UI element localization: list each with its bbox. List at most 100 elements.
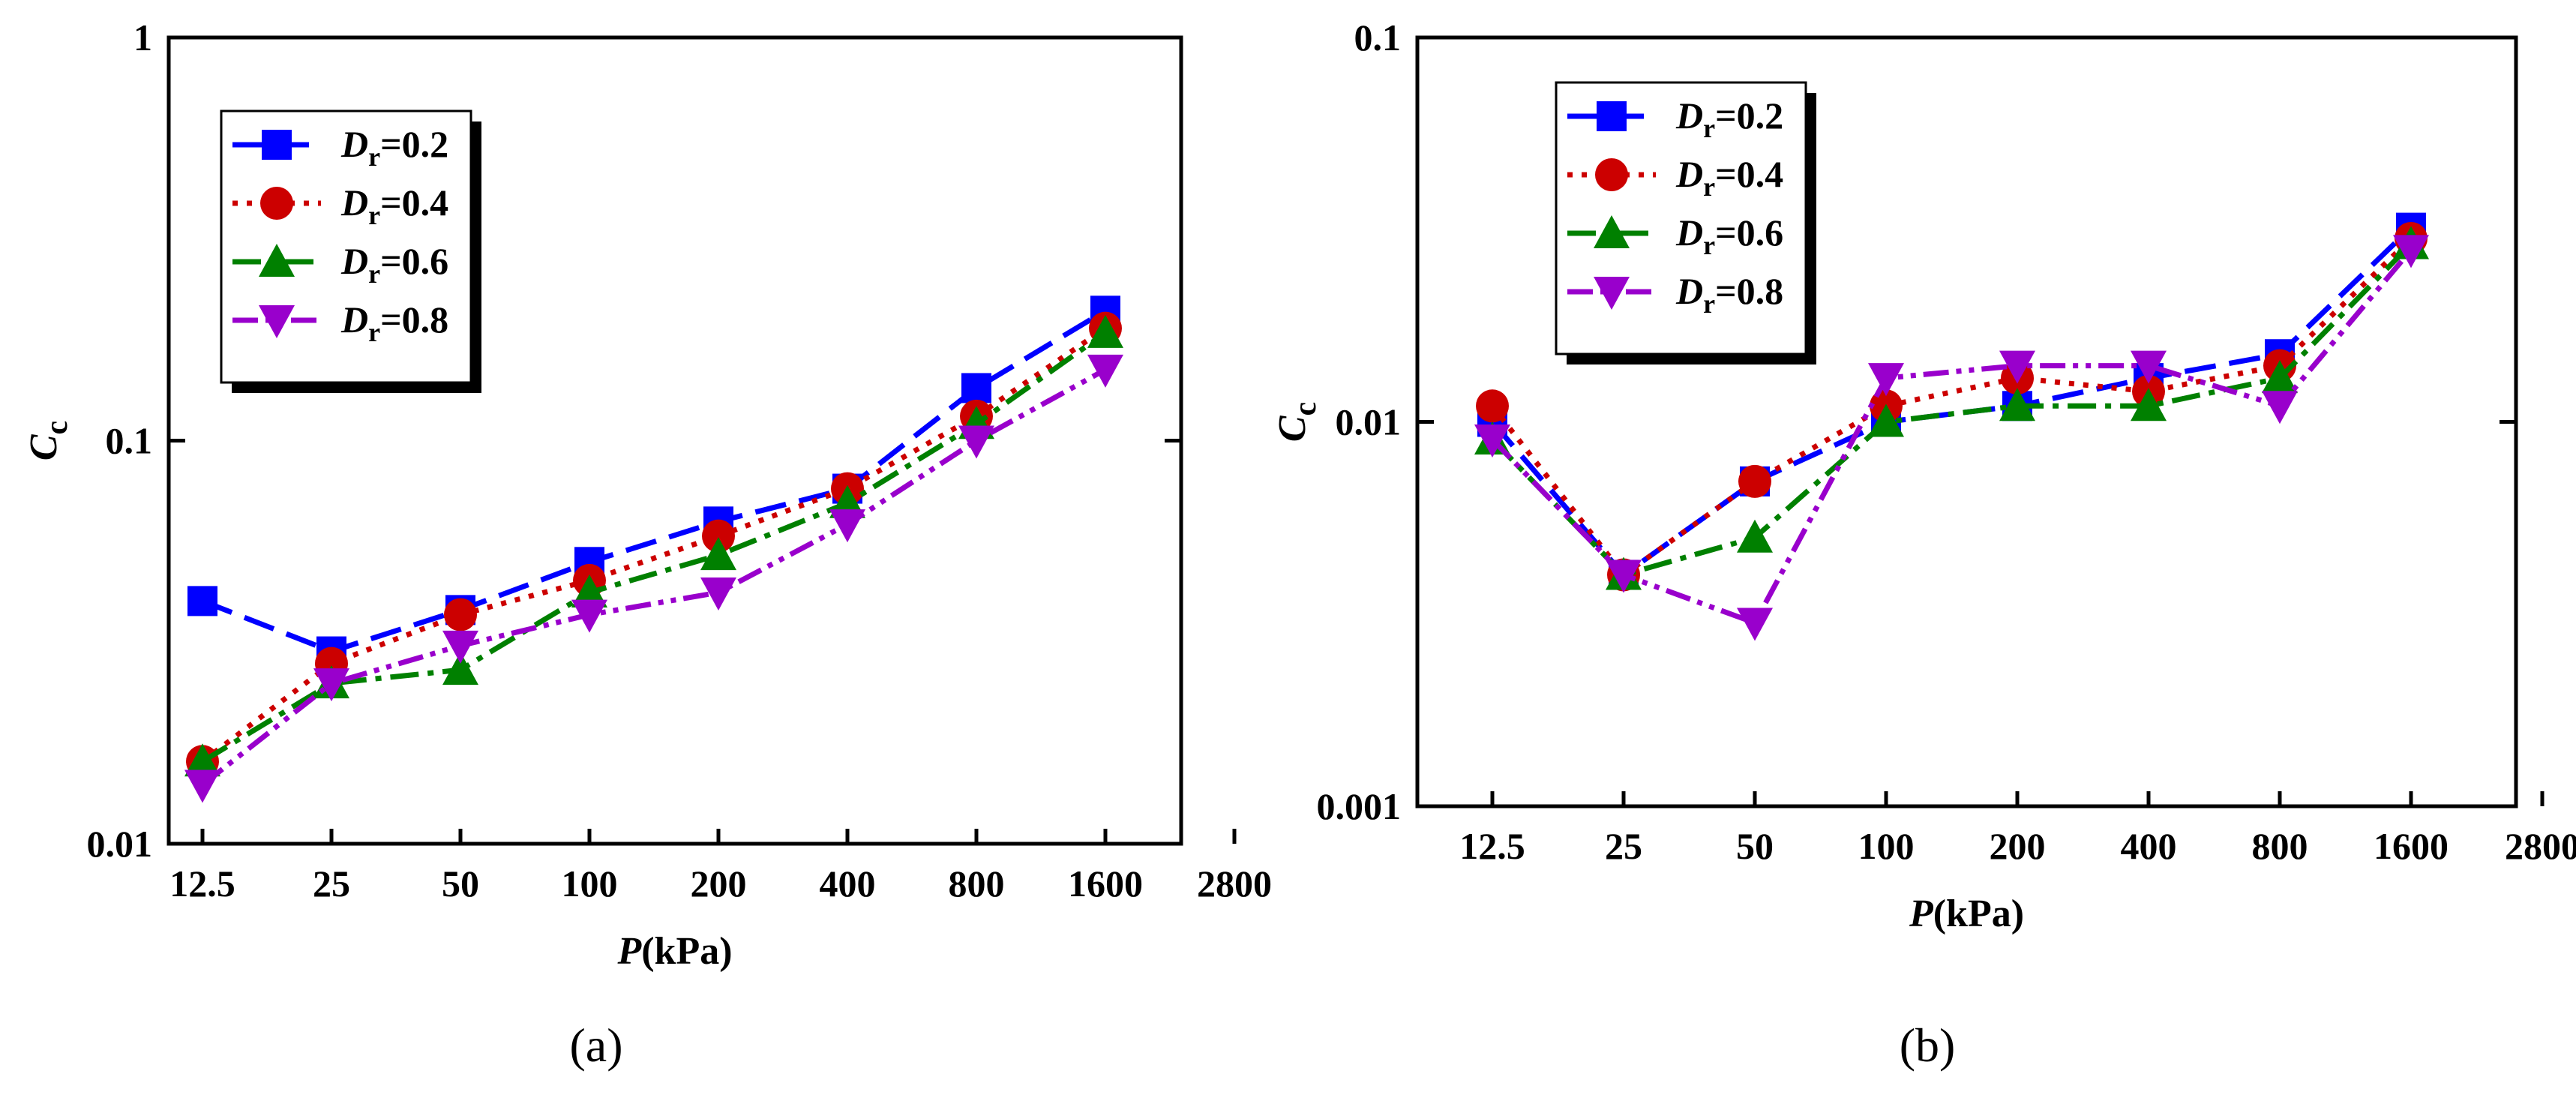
series-line xyxy=(201,308,1107,655)
legend-marker xyxy=(260,187,293,220)
x-tick-label: 50 xyxy=(442,862,479,904)
data-point xyxy=(1868,404,1904,437)
data-point xyxy=(1999,388,2035,422)
series-line xyxy=(200,367,1107,788)
series-line xyxy=(201,331,1108,764)
series-line xyxy=(1490,226,2413,579)
legend-label-value: =0.6 xyxy=(1715,212,1783,254)
legend-label-sub: r xyxy=(1703,172,1715,202)
y-axis-label-main: C xyxy=(1271,415,1314,442)
legend-label: Dr=0.4 xyxy=(1675,153,1783,202)
data-point xyxy=(2131,350,2167,384)
legend-label: Dr=0.4 xyxy=(340,182,448,230)
data-point xyxy=(1606,560,1642,593)
legend-marker xyxy=(1594,277,1630,310)
data-point xyxy=(2262,391,2298,424)
y-axis-label-main: C xyxy=(22,434,65,460)
data-point xyxy=(700,578,736,611)
x-tick-label: 200 xyxy=(1990,825,2046,867)
y-tick-label: 0.1 xyxy=(106,420,153,462)
legend-marker xyxy=(262,130,292,160)
legend-label-value: =0.4 xyxy=(380,182,448,224)
data-point xyxy=(1737,608,1773,641)
y-tick-label: 0.01 xyxy=(1336,401,1402,443)
legend-label-sub: r xyxy=(368,142,380,172)
x-tick-label: 400 xyxy=(820,862,876,904)
legend-marker xyxy=(1597,101,1627,131)
legend-marker xyxy=(1594,215,1630,248)
x-tick-label: 100 xyxy=(1858,825,1915,867)
chart-panel-a: 0.01 0.1 1 12.5 25 50 100 200 400 800 1600 2800 P(kP… xyxy=(22,16,1272,1072)
legend-label-main: D xyxy=(1675,153,1703,195)
legend-label-value: =0.2 xyxy=(1715,94,1783,136)
y-axis-label: Cc xyxy=(1271,402,1323,442)
data-point xyxy=(1087,354,1123,388)
panel-caption: (a) xyxy=(569,1018,622,1072)
legend-label-sub: r xyxy=(1703,113,1715,143)
legend-label-main: D xyxy=(1675,94,1703,136)
legend-label-value: =0.2 xyxy=(380,123,448,165)
x-axis-label-unit: (kPa) xyxy=(641,930,732,973)
x-tick-label: 25 xyxy=(313,862,350,904)
data-point xyxy=(1476,389,1509,423)
panel-caption: (b) xyxy=(1900,1018,1956,1072)
legend-label-main: D xyxy=(340,240,368,282)
legend-label-main: D xyxy=(340,182,368,224)
legend-label-value: =0.4 xyxy=(1715,153,1783,195)
x-tick-label: 1600 xyxy=(1068,862,1143,904)
y-axis-label-sub: c xyxy=(1288,402,1323,416)
legend-label-sub: r xyxy=(368,317,380,347)
x-tick-label: 50 xyxy=(1736,825,1774,867)
data-point xyxy=(184,770,220,803)
x-tick-label: 200 xyxy=(691,862,747,904)
x-axis-label: P(kPa) xyxy=(1909,892,2024,935)
legend-label-main: D xyxy=(340,298,368,340)
data-point xyxy=(442,652,478,686)
legend-label-main: D xyxy=(1675,212,1703,254)
data-point xyxy=(700,537,736,571)
legend-label-value: =0.8 xyxy=(1715,270,1783,312)
legend-label-sub: r xyxy=(1703,289,1715,319)
legend-marker xyxy=(1595,158,1628,191)
data-point xyxy=(1474,424,1510,458)
data-point xyxy=(2393,235,2429,268)
data-point xyxy=(313,668,349,702)
data-point xyxy=(444,598,477,632)
series-dr-0-6 xyxy=(184,314,1123,777)
series-dr-0-8 xyxy=(184,354,1123,803)
series-dr-0-8 xyxy=(1474,235,2429,641)
x-axis-label-var: P xyxy=(1909,892,1934,935)
x-axis-label: P(kPa) xyxy=(616,930,732,973)
legend-label: Dr=0.8 xyxy=(340,298,448,347)
data-point xyxy=(1999,350,2035,384)
y-axis-label-sub: c xyxy=(40,421,74,435)
x-tick-label: 12.5 xyxy=(1459,825,1525,867)
legend-label: Dr=0.2 xyxy=(340,123,448,172)
y-axis-label: Cc xyxy=(22,421,74,460)
legend-label-sub: r xyxy=(368,200,380,230)
x-axis-label-var: P xyxy=(616,930,642,973)
x-tick-label: 1600 xyxy=(2374,825,2449,867)
data-point xyxy=(442,630,478,664)
chart-panel-b: 0.001 0.01 0.1 12.5 25 50 100 200 400 800 1600 2800… xyxy=(1271,16,2576,1072)
x-tick-label: 100 xyxy=(562,862,618,904)
legend-label: Dr=0.6 xyxy=(340,240,448,289)
legend-label-value: =0.6 xyxy=(380,240,448,282)
series-line xyxy=(1490,248,2413,626)
data-point xyxy=(2131,388,2167,422)
data-point xyxy=(702,519,735,553)
legend-label-sub: r xyxy=(368,259,380,289)
data-point xyxy=(187,586,217,616)
x-tick-label: 800 xyxy=(949,862,1005,904)
x-tick-label: 2800 xyxy=(2505,825,2576,867)
series-line xyxy=(200,326,1107,764)
y-tick-label: 0.001 xyxy=(1317,785,1402,827)
data-point xyxy=(1738,464,1771,498)
series-line xyxy=(1490,242,2413,578)
data-point xyxy=(1868,363,1904,397)
x-tick-label: 25 xyxy=(1605,825,1642,867)
legend-label-sub: r xyxy=(1703,230,1715,260)
legend-label: Dr=0.8 xyxy=(1675,270,1783,319)
